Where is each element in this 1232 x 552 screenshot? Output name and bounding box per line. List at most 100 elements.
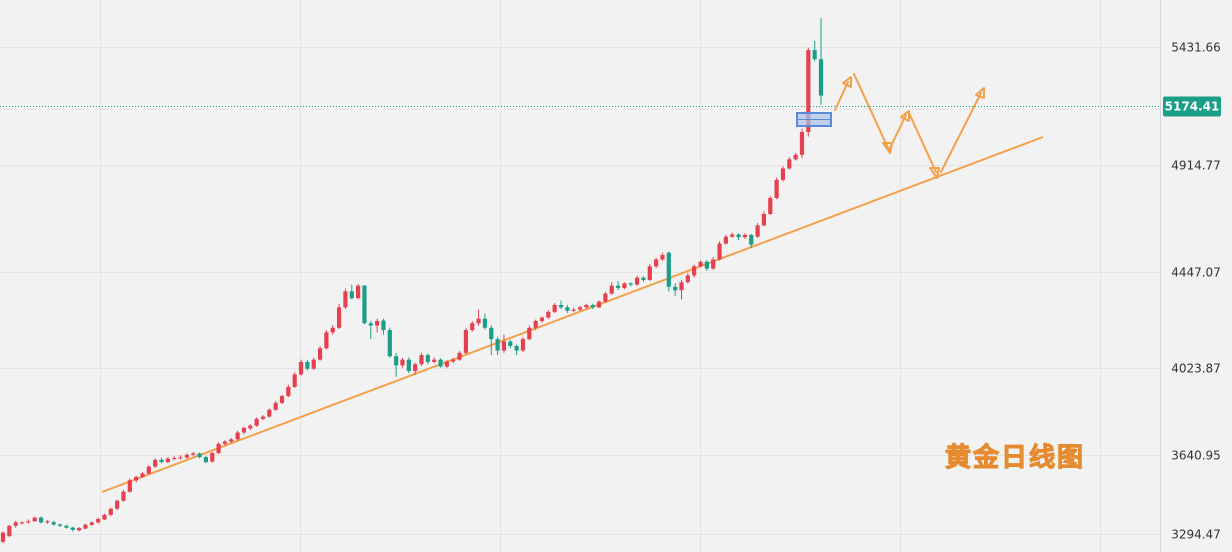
candle[interactable] <box>38 516 44 524</box>
candle[interactable] <box>241 426 247 435</box>
candle[interactable] <box>647 264 652 282</box>
candle[interactable] <box>660 252 665 261</box>
candle[interactable] <box>172 456 177 461</box>
candle[interactable] <box>400 357 405 368</box>
candle[interactable] <box>311 357 316 370</box>
candle[interactable] <box>115 499 120 510</box>
candle[interactable] <box>70 526 75 532</box>
candle[interactable] <box>584 303 589 309</box>
candle[interactable] <box>577 305 583 311</box>
candle[interactable] <box>165 457 170 463</box>
candle[interactable] <box>635 275 640 286</box>
candle[interactable] <box>324 330 329 350</box>
candle[interactable] <box>818 18 824 105</box>
candle[interactable] <box>457 351 462 361</box>
candle[interactable] <box>197 452 202 459</box>
candle[interactable] <box>470 320 475 332</box>
candle[interactable] <box>596 300 602 309</box>
candle[interactable] <box>317 345 323 361</box>
candle[interactable] <box>419 352 424 367</box>
candle[interactable] <box>267 408 272 418</box>
candle[interactable] <box>153 458 158 468</box>
candle[interactable] <box>77 526 82 532</box>
candle[interactable] <box>736 233 741 241</box>
candle[interactable] <box>761 211 767 227</box>
candle[interactable] <box>203 455 209 464</box>
candle[interactable] <box>768 195 773 216</box>
support-trendline[interactable] <box>101 136 1044 493</box>
candle[interactable] <box>679 279 684 300</box>
candle[interactable] <box>539 316 545 323</box>
candle[interactable] <box>654 257 659 269</box>
candle[interactable] <box>799 128 805 159</box>
candle[interactable] <box>26 519 31 524</box>
candle[interactable] <box>51 520 56 526</box>
candle[interactable] <box>673 283 678 296</box>
candle[interactable] <box>685 273 690 284</box>
candle[interactable] <box>704 259 709 271</box>
candle[interactable] <box>210 451 215 463</box>
candle[interactable] <box>609 282 614 295</box>
candle[interactable] <box>127 478 132 493</box>
candle[interactable] <box>330 325 335 335</box>
candle[interactable] <box>438 358 443 368</box>
candle[interactable] <box>191 451 196 457</box>
candle[interactable] <box>260 415 266 420</box>
candle[interactable] <box>146 465 151 475</box>
candle[interactable] <box>89 521 94 526</box>
candle[interactable] <box>717 241 722 261</box>
candle[interactable] <box>134 475 139 483</box>
candle[interactable] <box>489 325 494 356</box>
candle[interactable] <box>812 40 817 62</box>
candle[interactable] <box>286 384 291 398</box>
candle[interactable] <box>13 520 18 528</box>
candle[interactable] <box>413 362 418 375</box>
candle[interactable] <box>279 394 285 405</box>
candle[interactable] <box>387 327 392 358</box>
candle[interactable] <box>45 520 50 525</box>
candle[interactable] <box>749 234 754 249</box>
candle[interactable] <box>666 251 671 292</box>
candle[interactable] <box>349 284 354 300</box>
candle[interactable] <box>451 357 456 364</box>
candle[interactable] <box>622 282 627 290</box>
candle[interactable] <box>444 360 449 369</box>
candle[interactable] <box>140 472 145 479</box>
candle[interactable] <box>628 282 633 287</box>
candle[interactable] <box>787 157 792 170</box>
candle[interactable] <box>222 440 228 446</box>
candle[interactable] <box>533 319 538 331</box>
candle[interactable] <box>692 264 697 278</box>
candle[interactable] <box>298 359 304 376</box>
candle[interactable] <box>615 281 621 291</box>
candle[interactable] <box>248 424 253 431</box>
candle[interactable] <box>108 507 113 517</box>
candle[interactable] <box>641 276 646 282</box>
candle[interactable] <box>780 166 786 182</box>
candle[interactable] <box>0 531 6 543</box>
candle[interactable] <box>552 303 557 313</box>
candle[interactable] <box>362 284 367 325</box>
candle[interactable] <box>476 309 481 326</box>
candle[interactable] <box>184 453 189 459</box>
candle[interactable] <box>527 325 532 341</box>
candle[interactable] <box>394 352 399 377</box>
candle[interactable] <box>590 303 595 309</box>
candle[interactable] <box>121 489 126 502</box>
candle[interactable] <box>711 257 716 270</box>
candle[interactable] <box>368 320 373 340</box>
candle[interactable] <box>774 177 779 200</box>
candle[interactable] <box>83 523 88 530</box>
candle[interactable] <box>178 455 183 460</box>
candle[interactable] <box>375 318 380 333</box>
candle[interactable] <box>698 260 703 268</box>
candle[interactable] <box>7 524 12 538</box>
candle[interactable] <box>793 152 798 161</box>
candle[interactable] <box>495 336 500 356</box>
candle[interactable] <box>463 328 468 354</box>
candle[interactable] <box>356 284 361 300</box>
candle[interactable] <box>520 336 526 352</box>
candle[interactable] <box>32 516 37 522</box>
candle[interactable] <box>730 232 735 238</box>
candle[interactable] <box>96 517 101 524</box>
